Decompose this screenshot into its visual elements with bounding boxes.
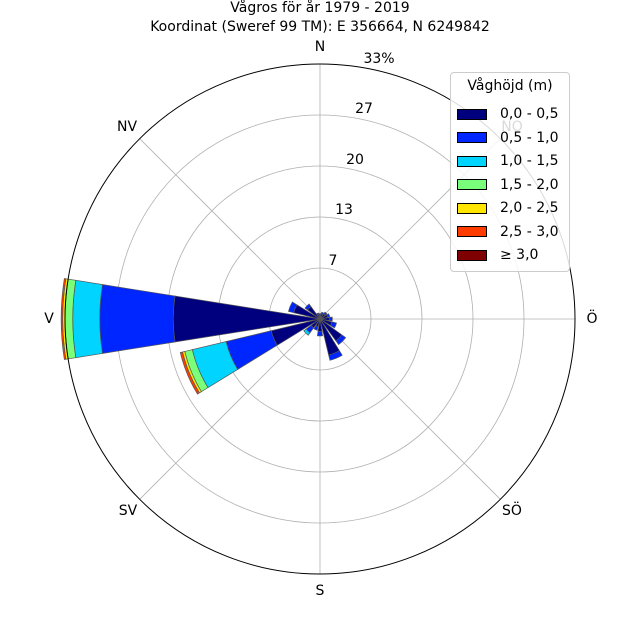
legend-label: ≥ 3,0	[500, 247, 539, 263]
legend-item: 1,0 - 1,5	[457, 152, 558, 170]
rose-bar-segment	[318, 313, 322, 316]
legend-title: Våghöjd (m)	[467, 78, 553, 94]
legend-swatch	[457, 179, 487, 190]
legend-item: 0,5 - 1,0	[457, 129, 558, 147]
rose-bar-segment	[72, 279, 103, 359]
legend-item: 0,0 - 0,5	[457, 105, 558, 123]
rose-bar-segment	[323, 311, 328, 316]
rose-bar-segment	[313, 325, 319, 331]
legend-label: 0,5 - 1,0	[500, 129, 559, 146]
direction-label-sv: SV	[118, 503, 138, 519]
chart-title: Vågros för år 1979 - 2019	[230, 0, 410, 16]
legend-item: 1,5 - 2,0	[457, 176, 558, 194]
direction-label-o: Ö	[586, 311, 598, 327]
rose-bar-segment	[288, 301, 298, 314]
legend-label: 1,5 - 2,0	[500, 176, 559, 193]
direction-label-n: N	[314, 39, 326, 55]
rose-bar-segment	[60, 278, 67, 360]
legend: Våghöjd (m) 0,0 - 0,5 0,5 - 1,0 1,0 - 1,5 1…	[450, 72, 570, 272]
rose-bar-segment	[328, 316, 333, 322]
rose-bar-segment	[335, 334, 347, 346]
rose-bar-segment	[316, 312, 320, 316]
radial-tick-7: 7	[328, 253, 338, 269]
rose-bars	[60, 278, 347, 395]
legend-swatch	[457, 132, 487, 143]
legend-swatch	[457, 202, 487, 214]
legend-item: 2,5 - 3,0	[457, 223, 558, 241]
legend-item: ≥ 3,0	[457, 246, 538, 264]
legend-swatch	[457, 249, 487, 261]
legend-swatch	[457, 226, 487, 237]
legend-label: 0,0 - 0,5	[500, 106, 559, 122]
radial-tick-20: 20	[346, 152, 364, 168]
radial-tick-27: 27	[355, 101, 373, 117]
chart-subtitle: Koordinat (Sweref 99 TM): E 356664, N 62…	[150, 19, 490, 35]
legend-label: 2,5 - 3,0	[500, 223, 559, 240]
rose-bar-segment	[330, 321, 337, 329]
rose-bar-segment	[328, 350, 343, 361]
radial-tick-13: 13	[335, 202, 353, 218]
legend-swatch	[457, 108, 487, 120]
rose-bar-segment	[326, 313, 331, 318]
grid-spoke	[139, 138, 321, 320]
legend-item: 2,0 - 2,5	[457, 199, 558, 217]
direction-label-v: V	[44, 311, 54, 327]
rose-bar-segment	[172, 295, 321, 343]
direction-label-so: SÖ	[502, 503, 522, 519]
rose-bar-segment	[303, 328, 311, 336]
grid-spoke	[139, 318, 321, 500]
outer-circle	[64, 63, 576, 575]
grid-spoke	[319, 318, 501, 500]
legend-swatch	[457, 155, 487, 167]
rose-bar-segment	[99, 284, 176, 354]
direction-label-s: S	[315, 583, 325, 599]
rose-bar-segment	[179, 351, 200, 395]
rose-bar-segment	[320, 311, 325, 315]
legend-label: 1,0 - 1,5	[500, 153, 559, 169]
rose-bar-segment	[316, 330, 324, 337]
direction-label-nv: NV	[116, 119, 138, 135]
legend-label: 2,0 - 2,5	[500, 200, 559, 216]
radial-tick-33: 33%	[363, 51, 395, 67]
rose-bar-segment	[304, 303, 312, 311]
